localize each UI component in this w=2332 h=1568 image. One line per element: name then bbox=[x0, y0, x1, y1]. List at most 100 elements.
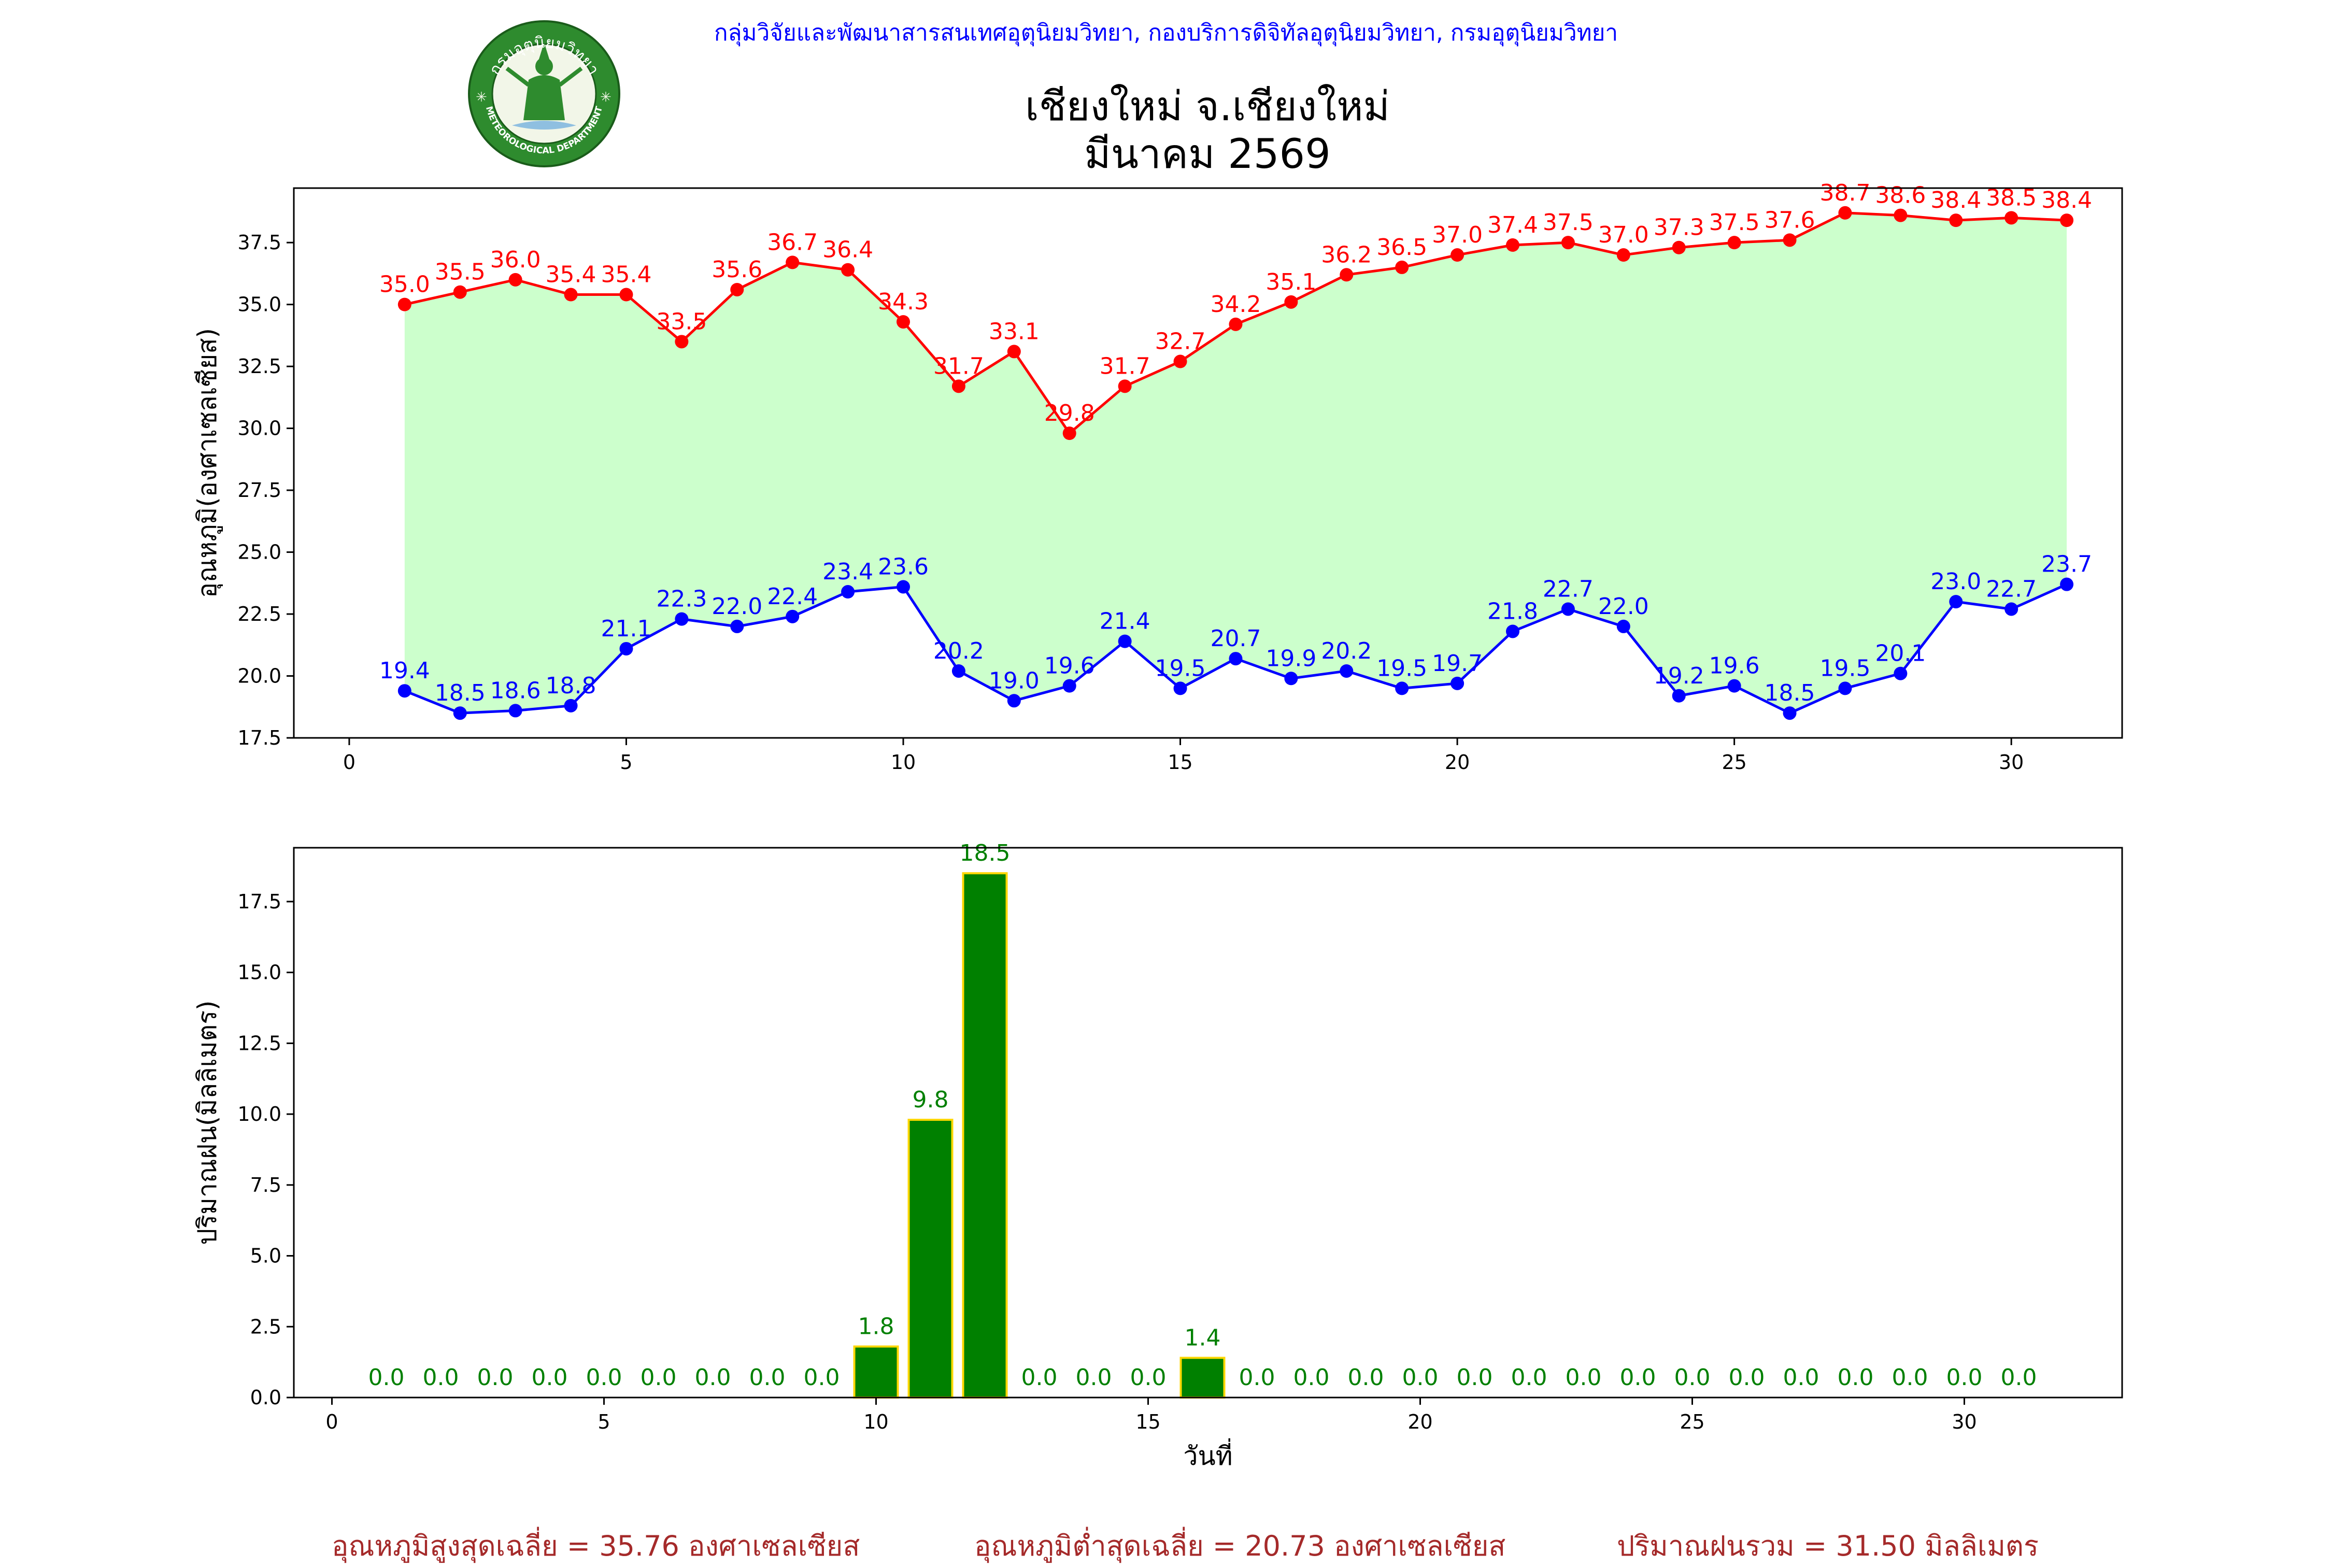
max-temperature-data-label: 38.4 bbox=[1930, 187, 1981, 213]
rain-bar bbox=[1179, 1357, 1226, 1399]
max-temperature-point bbox=[453, 285, 467, 299]
rainfall-y-tick-label: 15.0 bbox=[237, 961, 281, 984]
rainfall-y-tick-label: 17.5 bbox=[237, 890, 281, 913]
max-temperature-point bbox=[397, 297, 411, 311]
rainfall-x-tick-label: 5 bbox=[598, 1410, 610, 1433]
min-temperature-point bbox=[1894, 666, 1908, 680]
max-temperature-point bbox=[897, 315, 910, 329]
min-temperature-point bbox=[1783, 706, 1797, 720]
rain-data-label: 0.0 bbox=[641, 1364, 677, 1391]
min-temperature-point bbox=[841, 585, 855, 599]
min-temperature-point bbox=[730, 619, 744, 633]
temperature-plot-frame bbox=[293, 187, 2123, 739]
max-temperature-data-label: 37.0 bbox=[1598, 222, 1649, 248]
rainfall-y-tick-label: 12.5 bbox=[237, 1032, 281, 1054]
max-temperature-point bbox=[730, 282, 744, 296]
max-temperature-point bbox=[619, 288, 633, 302]
temperature-y-axis-label: อุณหภูมิ(องศาเซลเซียส) bbox=[192, 328, 223, 598]
max-temperature-data-label: 35.1 bbox=[1265, 269, 1316, 295]
rain-data-label: 0.0 bbox=[1076, 1364, 1112, 1391]
min-temperature-point bbox=[2060, 577, 2074, 591]
rainfall-x-tick-label: 30 bbox=[1952, 1410, 1976, 1433]
temperature-y-tick-label: 20.0 bbox=[237, 665, 281, 688]
max-temperature-data-label: 36.5 bbox=[1376, 234, 1427, 261]
max-temperature-data-label: 31.7 bbox=[933, 353, 984, 379]
min-temperature-point bbox=[1838, 681, 1852, 695]
min-temperature-data-label: 21.1 bbox=[601, 616, 651, 642]
max-temperature-data-label: 35.0 bbox=[379, 272, 430, 298]
max-temperature-point bbox=[2060, 213, 2074, 227]
rain-data-label: 0.0 bbox=[1130, 1364, 1167, 1391]
min-temperature-data-label: 19.7 bbox=[1432, 650, 1483, 677]
rain-data-label: 0.0 bbox=[477, 1364, 514, 1391]
max-temperature-point bbox=[951, 379, 965, 393]
min-temperature-data-label: 19.5 bbox=[1819, 655, 1870, 681]
min-temperature-data-label: 21.8 bbox=[1487, 598, 1538, 624]
min-temperature-point bbox=[508, 704, 522, 718]
rainfall-plot-frame bbox=[293, 847, 2123, 1399]
min-temperature-data-label: 19.2 bbox=[1654, 663, 1704, 689]
temperature-y-tick-label: 32.5 bbox=[237, 355, 281, 378]
max-temperature-data-label: 36.2 bbox=[1321, 241, 1372, 268]
logo-deity-head bbox=[535, 58, 553, 75]
rainfall-x-tick-label: 25 bbox=[1680, 1410, 1704, 1433]
rain-data-label: 1.8 bbox=[858, 1314, 894, 1340]
rain-data-label: 0.0 bbox=[1566, 1364, 1602, 1391]
temperature-y-tick-label: 35.0 bbox=[237, 293, 281, 316]
min-temperature-point bbox=[619, 642, 633, 655]
rain-data-label: 0.0 bbox=[1511, 1364, 1547, 1391]
max-temperature-data-label: 35.5 bbox=[435, 259, 486, 286]
rainfall-y-axis-label: ปริมาณฝน(มิลลิเมตร) bbox=[192, 1000, 222, 1245]
min-temperature-data-label: 19.0 bbox=[989, 667, 1040, 694]
max-temperature-data-label: 37.4 bbox=[1487, 212, 1538, 238]
min-temperature-data-label: 19.5 bbox=[1376, 655, 1427, 681]
rain-data-label: 0.0 bbox=[1239, 1364, 1275, 1391]
max-temperature-data-label: 36.7 bbox=[767, 229, 818, 255]
min-temperature-point bbox=[897, 580, 910, 594]
rain-data-label: 0.0 bbox=[1620, 1364, 1656, 1391]
min-temperature-data-label: 19.6 bbox=[1044, 653, 1095, 679]
logo-star-left: ✳ bbox=[476, 90, 487, 105]
min-temperature-point bbox=[1395, 681, 1409, 695]
min-temperature-point bbox=[1340, 664, 1354, 678]
chart-title: เชียงใหม่ จ.เชียงใหม่ มีนาคม 2569 bbox=[777, 83, 1638, 178]
rain-data-label: 0.0 bbox=[1838, 1364, 1874, 1391]
min-temperature-point bbox=[1506, 624, 1519, 638]
min-temperature-data-label: 23.7 bbox=[2041, 551, 2092, 578]
max-temperature-point bbox=[1727, 236, 1741, 250]
min-temperature-data-label: 22.0 bbox=[1598, 593, 1649, 620]
min-temperature-point bbox=[397, 684, 411, 698]
min-temperature-point bbox=[675, 612, 689, 626]
title-month: มีนาคม 2569 bbox=[1084, 131, 1331, 178]
rain-data-label: 0.0 bbox=[804, 1364, 840, 1391]
max-temperature-data-label: 32.7 bbox=[1155, 329, 1206, 355]
max-temperature-data-label: 34.3 bbox=[878, 289, 929, 315]
max-temperature-data-label: 29.8 bbox=[1044, 400, 1095, 426]
min-temperature-point bbox=[1062, 679, 1076, 693]
rain-data-label: 9.8 bbox=[913, 1087, 949, 1113]
temperature-x-tick-label: 15 bbox=[1168, 751, 1192, 774]
rainfall-y-tick-label: 0.0 bbox=[250, 1386, 281, 1409]
max-temperature-point bbox=[1616, 248, 1630, 262]
max-temperature-point bbox=[1118, 379, 1132, 393]
temperature-x-tick-label: 5 bbox=[620, 751, 632, 774]
min-temperature-data-label: 18.8 bbox=[546, 673, 596, 699]
rainfall-x-axis-label: วันที่ bbox=[1183, 1438, 1232, 1471]
min-temperature-data-label: 18.5 bbox=[435, 680, 486, 706]
max-temperature-point bbox=[2004, 211, 2018, 225]
logo-left-arm bbox=[505, 66, 530, 87]
max-temperature-point bbox=[1949, 213, 1963, 227]
meteorological-department-logo: ✳ ✳ กรมอุตุนิยมวิทยา METEOROLOGICAL DEPA… bbox=[468, 20, 620, 167]
min-temperature-data-label: 23.0 bbox=[1930, 568, 1981, 595]
rainfall-y-tick-label: 7.5 bbox=[250, 1174, 281, 1196]
min-temperature-point bbox=[951, 664, 965, 678]
rain-bar bbox=[962, 872, 1008, 1399]
max-temperature-data-label: 37.5 bbox=[1709, 209, 1760, 236]
min-temperature-data-label: 20.7 bbox=[1210, 625, 1261, 652]
min-temperature-data-label: 22.0 bbox=[712, 593, 762, 620]
rain-data-label: 0.0 bbox=[1021, 1364, 1058, 1391]
max-temperature-point bbox=[841, 263, 855, 277]
temperature-y-tick-label: 22.5 bbox=[237, 603, 281, 625]
min-temperature-point bbox=[453, 706, 467, 720]
max-temperature-data-label: 36.4 bbox=[822, 237, 873, 263]
